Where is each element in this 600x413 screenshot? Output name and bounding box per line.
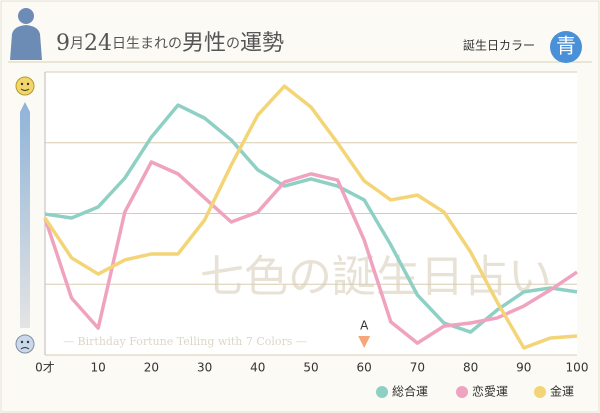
- person-icon: [10, 8, 42, 60]
- x-tick-label: 70: [410, 361, 425, 375]
- legend-label: 総合運: [392, 384, 428, 399]
- annotation-marker: [358, 336, 371, 348]
- x-tick-label: 40: [250, 361, 265, 375]
- title-part: 運勢: [240, 31, 284, 56]
- smile-face: [15, 76, 35, 96]
- legend-swatch: [376, 386, 388, 398]
- color-badge: [550, 31, 582, 63]
- title-part: 24: [84, 31, 112, 56]
- x-tick-label: 20: [144, 361, 159, 375]
- legend-label: 恋愛運: [472, 384, 508, 399]
- x-tick-label: 100: [566, 361, 589, 375]
- title-part: 日生まれの: [112, 36, 182, 52]
- x-tick-label: 90: [516, 361, 531, 375]
- color-label: 誕生日カラー: [463, 39, 535, 53]
- gradient-bar: [20, 102, 30, 328]
- title-part: 男性: [182, 31, 226, 56]
- x-tick-label: 80: [463, 361, 478, 375]
- annotation-label: A: [360, 319, 369, 333]
- watermark-sub: — Birthday Fortune Telling with 7 Colors…: [63, 335, 307, 348]
- x-tick-label: 60: [357, 361, 372, 375]
- legend-label: 金運: [550, 384, 574, 399]
- series-line: [43, 160, 578, 345]
- title-part: 9: [56, 31, 70, 56]
- sad-face: [15, 334, 35, 354]
- x-tick-label: 50: [303, 361, 318, 375]
- chart-title: 9月24日生まれの男性の運勢: [56, 31, 284, 56]
- series-line: [44, 103, 578, 334]
- legend-swatch: [456, 386, 468, 398]
- series-line: [43, 84, 578, 350]
- title-part: の: [226, 36, 240, 52]
- x-tick-label: 10: [91, 361, 106, 375]
- x-tick-label: 30: [197, 361, 212, 375]
- x-tick-label: 0才: [35, 361, 55, 375]
- legend-swatch: [534, 386, 546, 398]
- title-part: 月: [70, 36, 84, 52]
- color-name: 青: [556, 34, 576, 58]
